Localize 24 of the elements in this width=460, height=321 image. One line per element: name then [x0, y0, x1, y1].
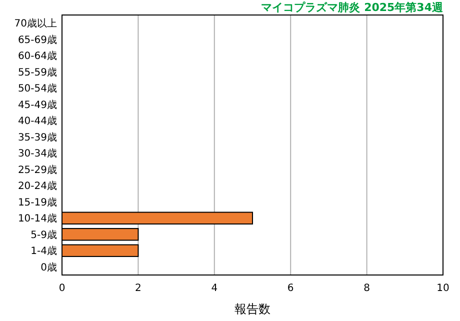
y-tick-label: 60-64歳: [18, 50, 57, 62]
y-tick-label: 5-9歳: [30, 228, 57, 241]
y-tick-label: 65-69歳: [18, 34, 57, 46]
y-tick-label: 25-29歳: [18, 164, 57, 176]
y-tick-label: 30-34歳: [18, 148, 57, 160]
y-tick-label: 35-39歳: [18, 131, 57, 144]
y-tick-label: 40-44歳: [18, 115, 57, 128]
y-tick-label: 1-4歳: [30, 245, 57, 258]
y-tick-label: 0歳: [40, 261, 57, 274]
chart-title: マイコプラズマ肺炎 2025年第34週: [261, 1, 444, 14]
x-tick-label: 8: [364, 283, 370, 294]
x-tick-label: 6: [287, 283, 294, 294]
y-tick-label: 55-59歳: [18, 66, 57, 78]
y-tick-label: 20-24歳: [18, 180, 57, 192]
x-tick-label: 4: [211, 283, 218, 294]
y-tick-label: 15-19歳: [18, 196, 57, 208]
y-tick-label: 70歳以上: [14, 18, 57, 30]
y-tick-label: 50-54歳: [18, 82, 57, 95]
y-tick-label: 10-14歳: [18, 212, 57, 225]
x-axis-title: 報告数: [234, 302, 270, 316]
x-tick-label: 10: [436, 283, 450, 294]
x-tick-label: 2: [135, 283, 142, 294]
x-tick-label: 0: [58, 283, 66, 294]
y-tick-label: 45-49歳: [18, 98, 57, 111]
